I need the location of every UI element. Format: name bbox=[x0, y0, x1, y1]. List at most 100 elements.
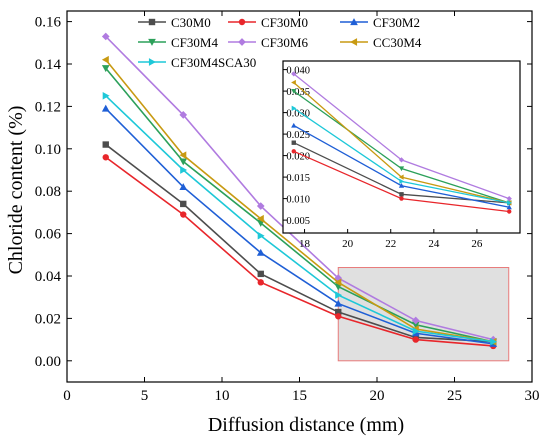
data-point-C30M0 bbox=[102, 141, 109, 148]
inset-data-point-CF30M2 bbox=[506, 204, 512, 210]
inset-x-tick-label: 24 bbox=[428, 238, 440, 250]
inset-data-point-CF30M4SCA30 bbox=[291, 105, 297, 111]
data-point-CF30M4 bbox=[101, 65, 110, 73]
y-tick-label: 0.04 bbox=[35, 269, 62, 285]
y-tick-label: 0.02 bbox=[35, 311, 61, 327]
data-point-CC30M4 bbox=[256, 214, 264, 223]
data-point-CF30M4SCA30 bbox=[180, 166, 188, 174]
inset-x-tick-label: 20 bbox=[342, 238, 354, 250]
inset-y-tick-label: 0.035 bbox=[286, 87, 310, 98]
legend-label-CF30M0: CF30M0 bbox=[261, 15, 308, 30]
inset-x-tick-label: 22 bbox=[385, 238, 396, 250]
y-tick-label: 0.10 bbox=[35, 142, 61, 158]
series-line-CF30M4 bbox=[105, 67, 494, 343]
data-point-CC30M4 bbox=[101, 55, 109, 64]
legend: C30M0 CF30M0 CF30M2 CF30M4 CF30M6 CC30M4 CF30M… bbox=[138, 15, 422, 70]
data-point-CF30M4SCA30 bbox=[257, 231, 265, 240]
data-point-CF30M6 bbox=[179, 111, 188, 119]
inset-data-point-CF30M4SCA30 bbox=[399, 178, 405, 185]
inset-y-tick-label: 0.020 bbox=[286, 152, 310, 163]
inset-y-tick-label: 0.005 bbox=[286, 216, 310, 227]
inset-data-point-CF30M4 bbox=[291, 88, 297, 94]
data-point-CF30M4SCA30 bbox=[335, 291, 343, 299]
x-tick-label: 0 bbox=[63, 388, 71, 404]
legend-label-CC30M4: CC30M4 bbox=[373, 35, 422, 50]
inset-data-point-C30M0 bbox=[291, 140, 296, 145]
inset-data-point-CC30M4 bbox=[291, 79, 296, 86]
legend-marker-CF30M2 bbox=[350, 18, 358, 26]
inset-data-point-CF30M0 bbox=[291, 149, 296, 154]
legend-label-C30M0: C30M0 bbox=[171, 15, 211, 30]
data-point-CF30M4SCA30 bbox=[412, 327, 420, 335]
data-point-CF30M6 bbox=[101, 32, 110, 41]
x-tick-label: 10 bbox=[215, 388, 230, 404]
data-point-C30M0 bbox=[257, 270, 264, 278]
inset-y-tick-label: 0.025 bbox=[286, 130, 310, 141]
legend-marker-CF30M4SCA30 bbox=[148, 58, 156, 66]
inset-y-tick-label: 0.040 bbox=[286, 66, 310, 77]
series-line-CF30M4SCA30 bbox=[105, 95, 494, 343]
x-tick-label: 30 bbox=[525, 388, 540, 404]
inset-x-tick-label: 18 bbox=[299, 238, 311, 250]
y-tick-label: 0.16 bbox=[35, 15, 62, 31]
data-point-CC30M4 bbox=[179, 151, 187, 159]
inset-data-point-CF30M6 bbox=[291, 71, 297, 77]
y-axis-label: Chloride content (%) bbox=[5, 106, 27, 275]
data-point-CF30M2 bbox=[101, 104, 110, 112]
series-line-CF30M6 bbox=[105, 35, 494, 341]
inset-plot-area: 18 20 22 24 26 0.005 0.010 0.015 0.020 0.025 0.030… bbox=[282, 60, 521, 250]
legend-marker-CF30M6 bbox=[238, 38, 246, 46]
data-point-CF30M4 bbox=[411, 321, 420, 329]
data-point-CF30M0 bbox=[102, 154, 109, 161]
inset-data-point-CF30M2 bbox=[291, 122, 297, 128]
inset-x-tick-label: 26 bbox=[471, 238, 483, 250]
series-line-CF30M2 bbox=[105, 107, 494, 345]
legend-label-CF30M2: CF30M2 bbox=[373, 15, 420, 30]
data-point-CF30M4SCA30 bbox=[490, 337, 498, 346]
data-point-CF30M0 bbox=[335, 313, 342, 320]
y-tick-label: 0.08 bbox=[35, 184, 61, 200]
legend-label-CF30M6: CF30M6 bbox=[261, 35, 308, 50]
legend-marker-CF30M0 bbox=[238, 18, 246, 26]
x-tick-label: 5 bbox=[141, 388, 149, 404]
data-point-CF30M4SCA30 bbox=[102, 91, 110, 100]
inset-data-point-C30M0 bbox=[399, 192, 404, 197]
inset-y-tick-label: 0.030 bbox=[286, 109, 310, 120]
data-point-CF30M6 bbox=[256, 202, 265, 210]
data-point-CF30M2 bbox=[179, 183, 188, 191]
y-tick-label: 0.06 bbox=[35, 227, 62, 243]
legend-marker-CF30M4 bbox=[148, 38, 156, 46]
inset-data-point-CF30M0 bbox=[507, 209, 512, 214]
inset-data-point-CF30M2 bbox=[398, 183, 405, 188]
data-point-CF30M6 bbox=[411, 316, 420, 325]
data-point-CF30M0 bbox=[257, 279, 264, 286]
data-point-C30M0 bbox=[180, 200, 187, 208]
data-point-C30M0 bbox=[335, 308, 342, 316]
inset-data-point-CF30M4SCA30 bbox=[507, 200, 512, 206]
data-point-CC30M4 bbox=[334, 278, 342, 287]
x-tick-label: 15 bbox=[292, 388, 307, 404]
series-line-C30M0 bbox=[105, 143, 494, 343]
inset-data-point-CF30M4 bbox=[398, 166, 405, 172]
data-point-CF30M0 bbox=[412, 336, 419, 343]
x-tick-label: 20 bbox=[370, 388, 385, 404]
inset-data-point-CF30M6 bbox=[398, 157, 405, 163]
legend-marker-CC30M4 bbox=[350, 38, 358, 46]
series-line-CC30M4 bbox=[105, 59, 494, 343]
series-line-CF30M0 bbox=[105, 156, 494, 347]
data-point-CF30M2 bbox=[334, 299, 343, 307]
main-plot-area: 0 5 10 15 20 25 30 0.00 0.02 0.04 0.06 0.08 0.10 0.12… bbox=[35, 10, 540, 404]
legend-label-CF30M4SCA30: CF30M4SCA30 bbox=[171, 55, 256, 70]
inset-y-tick-label: 0.010 bbox=[286, 195, 310, 206]
data-point-CF30M4 bbox=[179, 158, 188, 166]
x-axis-label: Diffusion distance (mm) bbox=[208, 414, 404, 436]
inset-data-point-CF30M0 bbox=[399, 196, 404, 201]
legend-label-CF30M4: CF30M4 bbox=[171, 35, 218, 50]
inset-y-tick-label: 0.015 bbox=[286, 173, 310, 184]
inset-data-point-CF30M6 bbox=[506, 195, 512, 202]
y-tick-label: 0.12 bbox=[35, 99, 61, 115]
data-point-CF30M0 bbox=[180, 211, 187, 218]
x-tick-label: 25 bbox=[447, 388, 462, 404]
y-tick-label: 0.00 bbox=[35, 354, 61, 370]
